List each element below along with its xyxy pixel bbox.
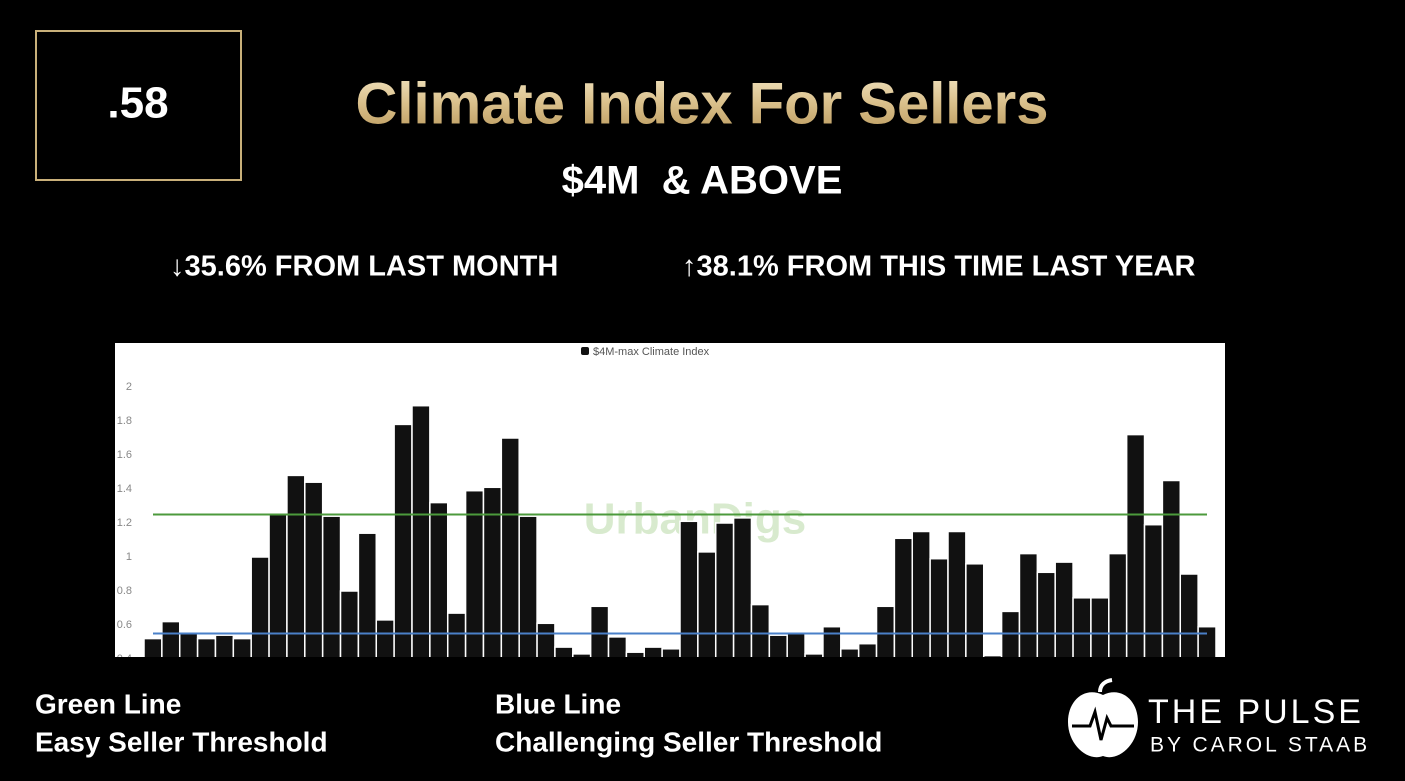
- bar: [1090, 597, 1110, 657]
- note-title: Green Line: [35, 688, 181, 719]
- note-text: Challenging Seller Threshold: [495, 726, 882, 757]
- bar: [732, 517, 753, 657]
- bar: [1197, 625, 1217, 657]
- bar: [500, 437, 520, 657]
- bar: [1125, 433, 1146, 657]
- bar: [679, 520, 699, 657]
- bar: [554, 646, 574, 657]
- bar: [536, 622, 556, 657]
- bar: [446, 612, 467, 657]
- bar: [822, 625, 842, 657]
- y-tick-label: 1.6: [117, 449, 132, 461]
- bar: [143, 637, 163, 657]
- bar: [1054, 561, 1074, 657]
- bar: [375, 619, 395, 657]
- badge-box: [35, 30, 242, 181]
- y-tick-label: 0.8: [117, 585, 132, 597]
- bar: [1108, 552, 1128, 657]
- bar: [196, 637, 217, 657]
- y-tick-label: 0.6: [117, 619, 132, 631]
- note-text: Easy Seller Threshold: [35, 726, 328, 757]
- y-tick-label: 1.8: [117, 415, 132, 427]
- logo-byline: BY CAROL STAAB: [1150, 734, 1370, 757]
- subtitle: $4M & ABOVE: [562, 159, 843, 203]
- y-tick-label: 0.4: [117, 653, 132, 665]
- bar: [357, 532, 378, 657]
- bar: [518, 515, 538, 657]
- bar: [893, 537, 914, 657]
- stat: ↑38.1% FROM THIS TIME LAST YEAR: [682, 251, 1196, 283]
- bar: [965, 563, 985, 657]
- bar: [1036, 571, 1056, 657]
- bar: [750, 603, 771, 657]
- bar: [1179, 573, 1199, 657]
- bar: [232, 637, 252, 657]
- bar: [214, 634, 235, 657]
- y-tick-label: 1.2: [117, 517, 132, 529]
- bar: [786, 631, 806, 657]
- bar: [286, 474, 306, 657]
- bar: [250, 556, 270, 657]
- bar: [768, 634, 788, 657]
- bar: [947, 530, 967, 657]
- title: Climate Index For Sellers: [355, 71, 1048, 136]
- bar: [982, 654, 1003, 657]
- bar: [339, 590, 360, 657]
- bar: [929, 557, 949, 657]
- logo-icon: [1068, 678, 1138, 758]
- bar: [607, 636, 628, 657]
- bar: [857, 642, 878, 657]
- bar: [304, 481, 324, 657]
- logo-name: THE PULSE: [1148, 693, 1364, 731]
- legend-swatch: [581, 347, 589, 355]
- y-tick-label: 2: [126, 381, 132, 393]
- note-title: Blue Line: [495, 688, 621, 719]
- bar: [411, 404, 431, 657]
- legend-label: $4M-max Climate Index: [593, 346, 710, 358]
- bar: [429, 501, 449, 657]
- badge: .58: [107, 79, 168, 128]
- bar: [161, 620, 181, 657]
- bar: [1143, 523, 1164, 657]
- bar: [911, 530, 931, 657]
- y-tick-label: 1.4: [117, 483, 132, 495]
- chart: 0.40.60.811.21.41.61.82UrbanDigs$4M-max …: [117, 346, 1217, 665]
- bar: [697, 551, 717, 657]
- bar: [1000, 610, 1021, 657]
- bar: [393, 423, 413, 657]
- bar: [268, 513, 288, 657]
- y-tick-label: 1: [126, 551, 132, 563]
- bar: [178, 631, 199, 657]
- stat: ↓35.6% FROM LAST MONTH: [170, 251, 558, 283]
- bar: [321, 515, 342, 657]
- bar: [714, 522, 735, 657]
- bar: [1018, 552, 1039, 657]
- bar: [1161, 479, 1182, 657]
- bar: [1072, 597, 1092, 657]
